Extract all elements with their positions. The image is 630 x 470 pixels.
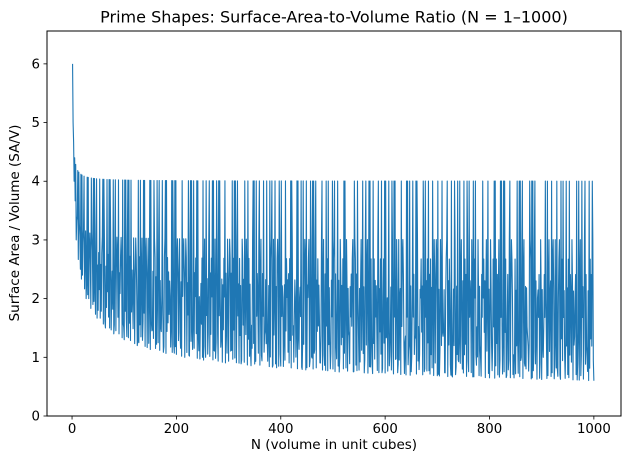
x-tick-label: 1000: [577, 422, 611, 437]
x-tick-label: 200: [164, 422, 189, 437]
y-tick-label: 4: [32, 175, 40, 190]
x-tick-label: 800: [477, 422, 502, 437]
y-tick-label: 5: [32, 116, 40, 131]
y-tick-label: 0: [32, 410, 40, 425]
y-tick-label: 2: [32, 292, 40, 307]
x-tick-label: 0: [68, 422, 76, 437]
x-axis-label: N (volume in unit cubes): [250, 437, 418, 453]
y-axis-label: Surface Area / Volume (SA/V): [7, 124, 23, 322]
y-tick-label: 3: [32, 233, 40, 248]
x-tick-label: 600: [372, 422, 397, 437]
y-tick-label: 6: [32, 57, 40, 72]
savr-series-line: [72, 63, 595, 382]
x-tick-label: 400: [268, 422, 293, 437]
axes-spines: [46, 30, 622, 417]
chart-title: Prime Shapes: Surface-Area-to-Volume Rat…: [100, 7, 568, 27]
y-tick-label: 1: [32, 351, 40, 366]
